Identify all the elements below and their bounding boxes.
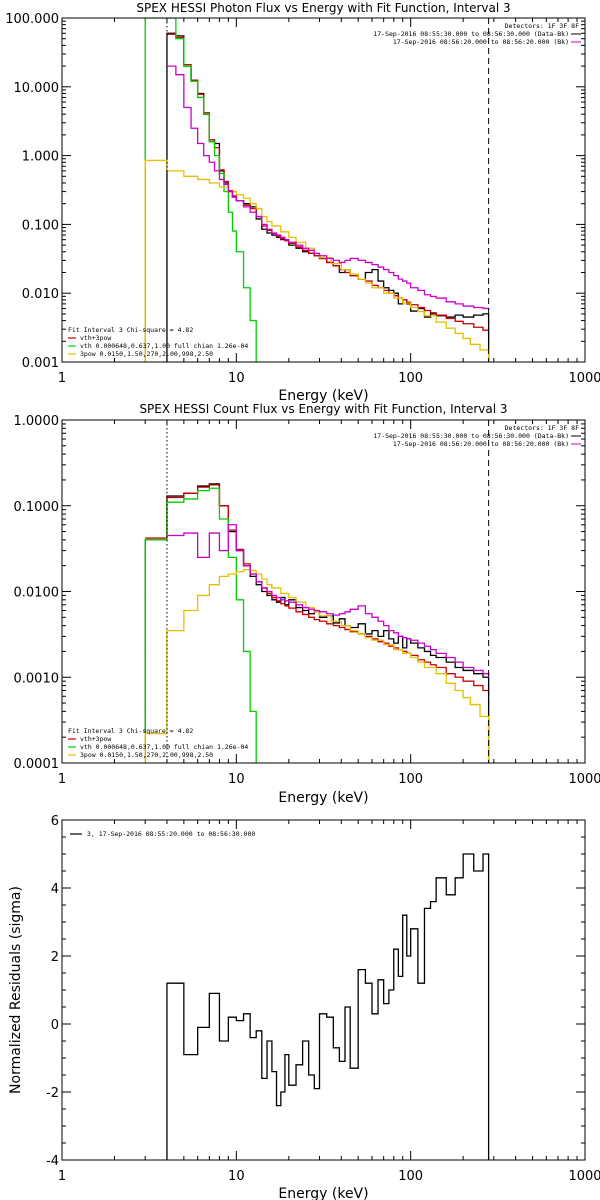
x-tick-label: 100 <box>398 371 423 386</box>
series-3-line <box>144 568 490 763</box>
time-range-data: 17-Sep-2016 08:55:30.000 to 08:56:30.000… <box>373 432 569 440</box>
y-tick-label: -2 <box>46 1086 59 1101</box>
legend-label: vth 0.000648,0.637,1.00 full chian 1.26e… <box>80 743 248 751</box>
chart-title: SPEX HESSI Photon Flux vs Energy with Fi… <box>136 1 510 15</box>
series-2-line <box>144 18 257 362</box>
legend-header: Fit Interval 3 Chi-square = 4.82 <box>68 727 193 735</box>
x-tick-label: 1000 <box>568 371 600 386</box>
time-range-bk: 17-Sep-2016 08:56:20.000 to 08:56:20.000… <box>393 440 569 448</box>
x-tick-label: 1 <box>58 371 66 386</box>
x-axis-label: Energy (keV) <box>278 790 368 806</box>
x-tick-label: 1000 <box>568 1169 600 1184</box>
x-tick-label: 100 <box>398 1169 423 1184</box>
legend-label: 3, 17-Sep-2016 08:55:20.000 to 08:56:30.… <box>87 830 255 838</box>
x-tick-label: 10 <box>228 772 245 787</box>
photon-flux-panel: SPEX HESSI Photon Flux vs Energy with Fi… <box>5 1 600 404</box>
x-tick-label: 10 <box>228 1169 245 1184</box>
y-tick-label: 0 <box>51 1018 59 1033</box>
plot-area <box>166 853 490 1160</box>
legend-label: 3pow 0.0150,1.50,270,2.00,998,2.50 <box>80 350 213 358</box>
y-axis-label: Normalized Residuals (sigma) <box>8 886 24 1094</box>
x-tick-label: 1 <box>58 1169 66 1184</box>
y-tick-label: 0.0010 <box>14 671 60 686</box>
plot-frame <box>61 17 586 363</box>
y-tick-label: -4 <box>46 1154 59 1169</box>
y-tick-label: 0.0100 <box>14 586 60 601</box>
series-3-line <box>144 159 490 362</box>
y-tick-label: 1.0000 <box>14 414 60 429</box>
time-range-bk: 17-Sep-2016 08:56:20.000 to 08:56:20.000… <box>393 38 569 46</box>
residuals-panel: 1 10 100 1000 -4 -2 0 2 4 6 Energy (keV) Normalized… <box>8 814 600 1200</box>
x-axis-label: Energy (keV) <box>278 388 368 404</box>
y-tick-label: 0.1000 <box>14 500 60 515</box>
y-tick-label: 1.000 <box>22 150 59 165</box>
series-2-line <box>144 487 257 763</box>
legend-label: vth 0.000648,0.637,1.00 full chian 1.26e… <box>80 342 248 350</box>
y-tick-label: 100.000 <box>5 12 59 27</box>
series-0-line <box>166 32 490 362</box>
y-tick-label: 0.001 <box>22 356 59 371</box>
y-tick-label: 2 <box>51 950 59 965</box>
y-tick-label: 4 <box>51 882 59 897</box>
time-range-data: 17-Sep-2016 08:55:30.000 to 08:56:30.000… <box>373 30 569 38</box>
y-tick-label: 0.0001 <box>14 757 60 772</box>
legend-label: vth+3pow <box>80 334 111 342</box>
x-tick-label: 1000 <box>568 772 600 787</box>
plot-frame <box>61 419 586 764</box>
series-4-line <box>166 524 490 678</box>
y-tick-label: 10.000 <box>14 81 60 96</box>
plot-area <box>144 483 490 763</box>
detectors-label: Detectors: 1F 3F 8F <box>505 22 579 30</box>
series-4-line <box>166 65 490 310</box>
legend-header: Fit Interval 3 Chi-square = 4.82 <box>68 326 193 334</box>
y-tick-label: 0.010 <box>22 287 59 302</box>
y-tick-label: 0.100 <box>22 218 59 233</box>
detectors-label: Detectors: 1F 3F 8F <box>505 424 579 432</box>
chart-title: SPEX HESSI Count Flux vs Energy with Fit… <box>139 402 507 416</box>
legend-label: vth+3pow <box>80 735 111 743</box>
legend-label: 3pow 0.0150,1.50,270,2.00,998,2.50 <box>80 751 213 759</box>
x-axis-label: Energy (keV) <box>278 1186 368 1200</box>
x-tick-label: 1 <box>58 772 66 787</box>
series-0-line <box>166 853 490 1160</box>
plot-area <box>144 18 490 362</box>
series-0-line <box>144 483 490 763</box>
y-tick-label: 6 <box>51 814 59 829</box>
plot-frame <box>61 819 586 1161</box>
series-1-line <box>145 484 490 694</box>
x-tick-label: 10 <box>228 371 245 386</box>
x-tick-label: 100 <box>398 772 423 787</box>
count-flux-panel: SPEX HESSI Count Flux vs Energy with Fit… <box>14 402 600 806</box>
